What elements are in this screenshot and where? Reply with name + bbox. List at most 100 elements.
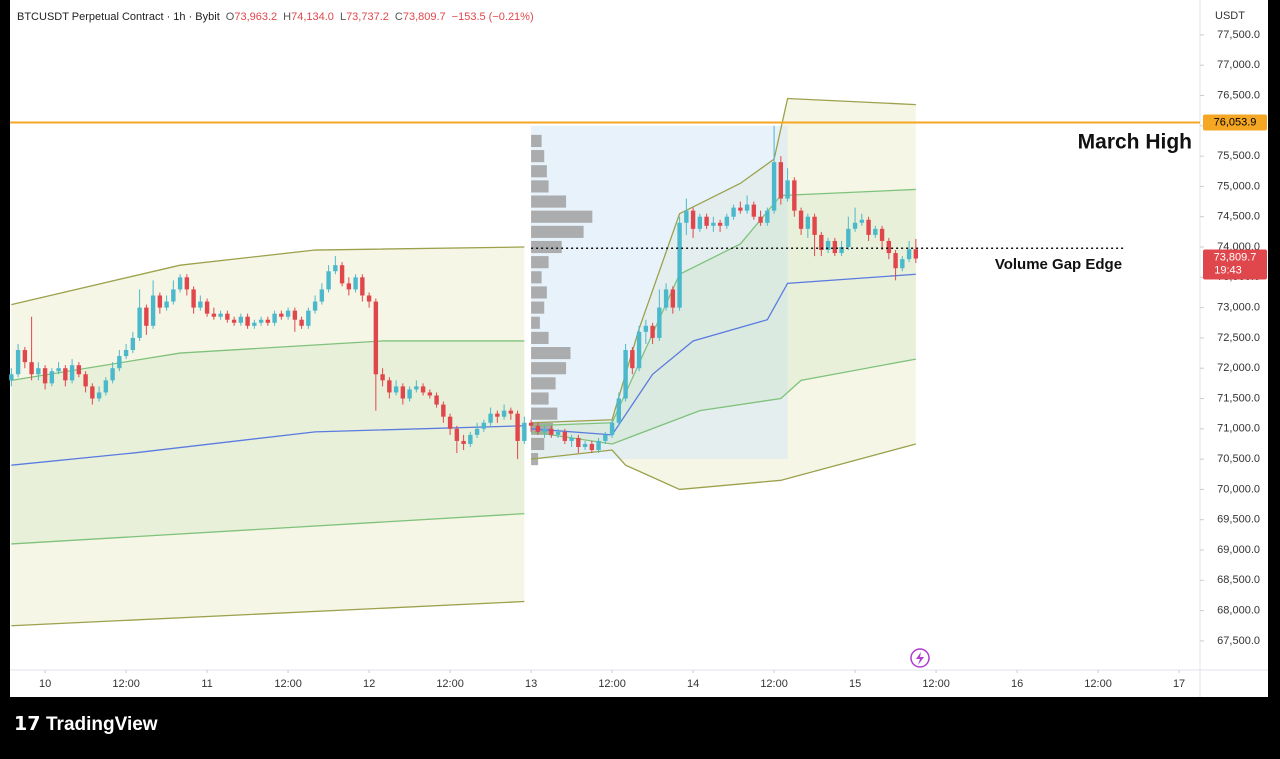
countdown: 19:43 bbox=[1214, 264, 1242, 276]
chart-header[interactable]: BTCUSDT Perpetual Contract · 1h · Bybit O… bbox=[17, 11, 534, 23]
alert-icon-bolt bbox=[916, 652, 924, 665]
candle-body bbox=[616, 398, 622, 423]
candle-body bbox=[913, 249, 919, 259]
candle-body bbox=[76, 365, 82, 375]
candle-body bbox=[859, 219, 865, 223]
candle-body bbox=[630, 350, 635, 369]
candle-body bbox=[798, 210, 804, 229]
candle-body bbox=[488, 413, 493, 423]
candle-body bbox=[407, 389, 412, 399]
candle-body bbox=[441, 404, 446, 417]
candle-body bbox=[724, 216, 730, 226]
volume-profile-bar bbox=[531, 165, 547, 178]
candle-body bbox=[312, 301, 318, 311]
candle-body bbox=[177, 277, 183, 290]
volume-profile-bar bbox=[531, 407, 558, 420]
candle-body bbox=[299, 319, 304, 326]
candle-body bbox=[852, 222, 858, 229]
x-tick-label: 17 bbox=[1173, 678, 1185, 690]
candle-body bbox=[9, 374, 14, 381]
x-tick-label: 12:00 bbox=[598, 678, 626, 690]
candle-body bbox=[771, 162, 777, 211]
volume-profile-bar bbox=[531, 195, 567, 208]
candle-body bbox=[258, 319, 264, 323]
candle-body bbox=[90, 386, 95, 399]
y-tick-label: 68,000.0 bbox=[1217, 605, 1260, 617]
candle-body bbox=[684, 210, 689, 223]
candle-body bbox=[103, 380, 109, 393]
candle-body bbox=[508, 410, 514, 414]
candle-body bbox=[643, 325, 649, 332]
candle-body bbox=[360, 277, 365, 296]
candle-body bbox=[812, 216, 817, 235]
candle-body bbox=[555, 431, 561, 435]
y-tick-label: 74,500.0 bbox=[1217, 211, 1260, 223]
candle-body bbox=[623, 350, 628, 399]
logo-mark: 𝟭𝟳 bbox=[14, 714, 40, 735]
candle-body bbox=[339, 265, 345, 284]
candle-body bbox=[252, 322, 257, 326]
candle-body bbox=[157, 295, 163, 308]
volume-profile-bar bbox=[531, 377, 556, 390]
band-line bbox=[11, 340, 525, 381]
y-tick-label: 70,000.0 bbox=[1217, 483, 1260, 495]
candle-body bbox=[150, 295, 156, 326]
candle-body bbox=[461, 440, 466, 444]
candle-body bbox=[218, 313, 223, 317]
candle-body bbox=[603, 434, 608, 441]
volume-profile-bar bbox=[531, 286, 547, 299]
x-tick-label: 12:00 bbox=[112, 678, 140, 690]
candle-body bbox=[569, 437, 574, 441]
candle-body bbox=[528, 422, 534, 426]
candle-body bbox=[792, 180, 797, 211]
y-tick-label: 68,500.0 bbox=[1217, 574, 1260, 586]
candle-body bbox=[110, 368, 115, 381]
candle-body bbox=[886, 240, 892, 254]
candle-body bbox=[468, 434, 473, 444]
candle-body bbox=[900, 259, 905, 269]
candle-body bbox=[306, 310, 311, 326]
candle-body bbox=[245, 316, 250, 326]
candle-body bbox=[96, 392, 102, 399]
candle-body bbox=[819, 234, 824, 251]
y-tick-label: 70,500.0 bbox=[1217, 453, 1260, 465]
candle-body bbox=[15, 350, 21, 375]
band-fill bbox=[11, 247, 525, 626]
band-line bbox=[11, 425, 525, 466]
candle-body bbox=[346, 283, 352, 290]
candle-body bbox=[535, 425, 541, 432]
y-tick-label: 77,000.0 bbox=[1217, 59, 1260, 71]
annotation: Volume Gap Edge bbox=[995, 256, 1122, 273]
candle-body bbox=[191, 289, 196, 308]
candle-body bbox=[184, 277, 190, 290]
candle-body bbox=[225, 313, 230, 320]
y-tick-label: 72,000.0 bbox=[1217, 362, 1260, 374]
band-line bbox=[531, 188, 916, 427]
ohlc-value: 73,809.7 bbox=[403, 11, 446, 23]
candle-body bbox=[434, 395, 439, 405]
candle-body bbox=[238, 316, 244, 323]
candle-body bbox=[758, 216, 763, 223]
candle-body bbox=[785, 180, 790, 199]
alert-icon[interactable] bbox=[910, 648, 930, 668]
ohlc-key: H bbox=[283, 11, 291, 23]
candle-body bbox=[522, 422, 527, 441]
candle-body bbox=[542, 428, 547, 432]
candle-body bbox=[144, 307, 149, 326]
y-tick-label: 76,500.0 bbox=[1217, 89, 1260, 101]
candle-body bbox=[832, 240, 838, 254]
candle-body bbox=[650, 325, 655, 338]
ohlc-value: 74,134.0 bbox=[291, 11, 334, 23]
candle-body bbox=[326, 271, 331, 290]
y-tick-label: 73,000.0 bbox=[1217, 302, 1260, 314]
band-line bbox=[11, 246, 525, 306]
x-tick-label: 12:00 bbox=[436, 678, 464, 690]
volume-profile-bar bbox=[531, 316, 540, 329]
axis-unit: USDT bbox=[1215, 10, 1245, 22]
candle-body bbox=[704, 216, 709, 226]
band-fill bbox=[531, 189, 916, 444]
candle-body bbox=[846, 228, 851, 248]
candle-body bbox=[866, 219, 871, 235]
candle-body bbox=[663, 289, 669, 308]
candle-body bbox=[657, 307, 662, 338]
